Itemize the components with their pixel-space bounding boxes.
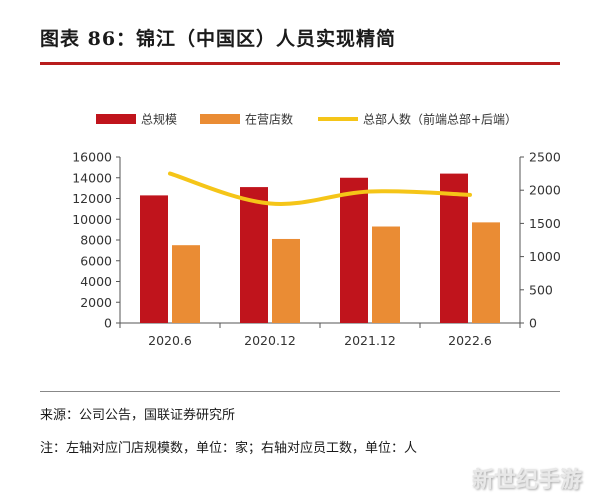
line-series	[168, 171, 472, 206]
footer-rule	[40, 391, 560, 392]
x-tick-label: 2020.12	[244, 333, 296, 348]
left-tick-label: 4000	[80, 274, 112, 289]
left-tick-label: 12000	[72, 191, 112, 206]
bar-total	[340, 177, 368, 323]
x-axis: 2020.6 2020.12 2021.12 2022.6	[119, 322, 521, 348]
legend-swatch-1	[200, 114, 240, 124]
watermark: 新世纪手游	[471, 468, 582, 493]
source-text: 来源：公司公告，国联证券研究所	[40, 408, 236, 423]
left-tick-label: 16000	[72, 150, 112, 165]
left-tick-label: 6000	[80, 253, 112, 268]
right-tick-label: 2000	[529, 183, 561, 198]
bars	[140, 173, 500, 323]
note-text: 注：左轴对应门店规模数，单位：家；右轴对应员工数，单位：人	[40, 441, 418, 456]
left-tick-label: 10000	[72, 212, 112, 227]
legend-label-1: 在营店数	[245, 112, 293, 127]
title-rule	[40, 62, 560, 65]
chart-title: 图表 86：锦江（中国区）人员实现精简	[40, 28, 397, 50]
legend: 总规模 在营店数 总部人数（前端总部+后端）	[96, 112, 517, 127]
legend-swatch-0	[96, 114, 136, 124]
bar-total	[440, 173, 468, 323]
chart: 总规模 在营店数 总部人数（前端总部+后端） 0 2000 4000 6000 8000 10…	[72, 112, 561, 349]
bar-stores	[172, 245, 200, 323]
right-tick-label: 0	[529, 316, 537, 331]
right-tick-label: 1500	[529, 216, 561, 231]
right-tick-label: 1000	[529, 249, 561, 264]
line-staff-path	[168, 171, 472, 206]
legend-label-0: 总规模	[141, 112, 177, 127]
legend-label-2: 总部人数（前端总部+后端）	[363, 112, 517, 127]
right-tick-label: 500	[529, 282, 553, 297]
left-tick-label: 14000	[72, 170, 112, 185]
x-tick-label: 2020.6	[148, 333, 192, 348]
right-tick-label: 2500	[529, 150, 561, 165]
x-tick-label: 2022.6	[448, 333, 492, 348]
bar-stores	[372, 226, 400, 323]
x-tick-label: 2021.12	[344, 333, 396, 348]
left-tick-label: 2000	[80, 295, 112, 310]
bar-stores	[472, 222, 500, 323]
left-tick-label: 8000	[80, 233, 112, 248]
left-tick-label: 0	[104, 316, 112, 331]
bar-total	[140, 195, 168, 323]
left-axis: 0 2000 4000 6000 8000 10000 12000 14000 16000	[72, 150, 121, 331]
bar-stores	[272, 238, 300, 323]
bar-total	[240, 187, 268, 323]
right-axis: 0 500 1000 1500 2000 2500	[519, 150, 561, 331]
